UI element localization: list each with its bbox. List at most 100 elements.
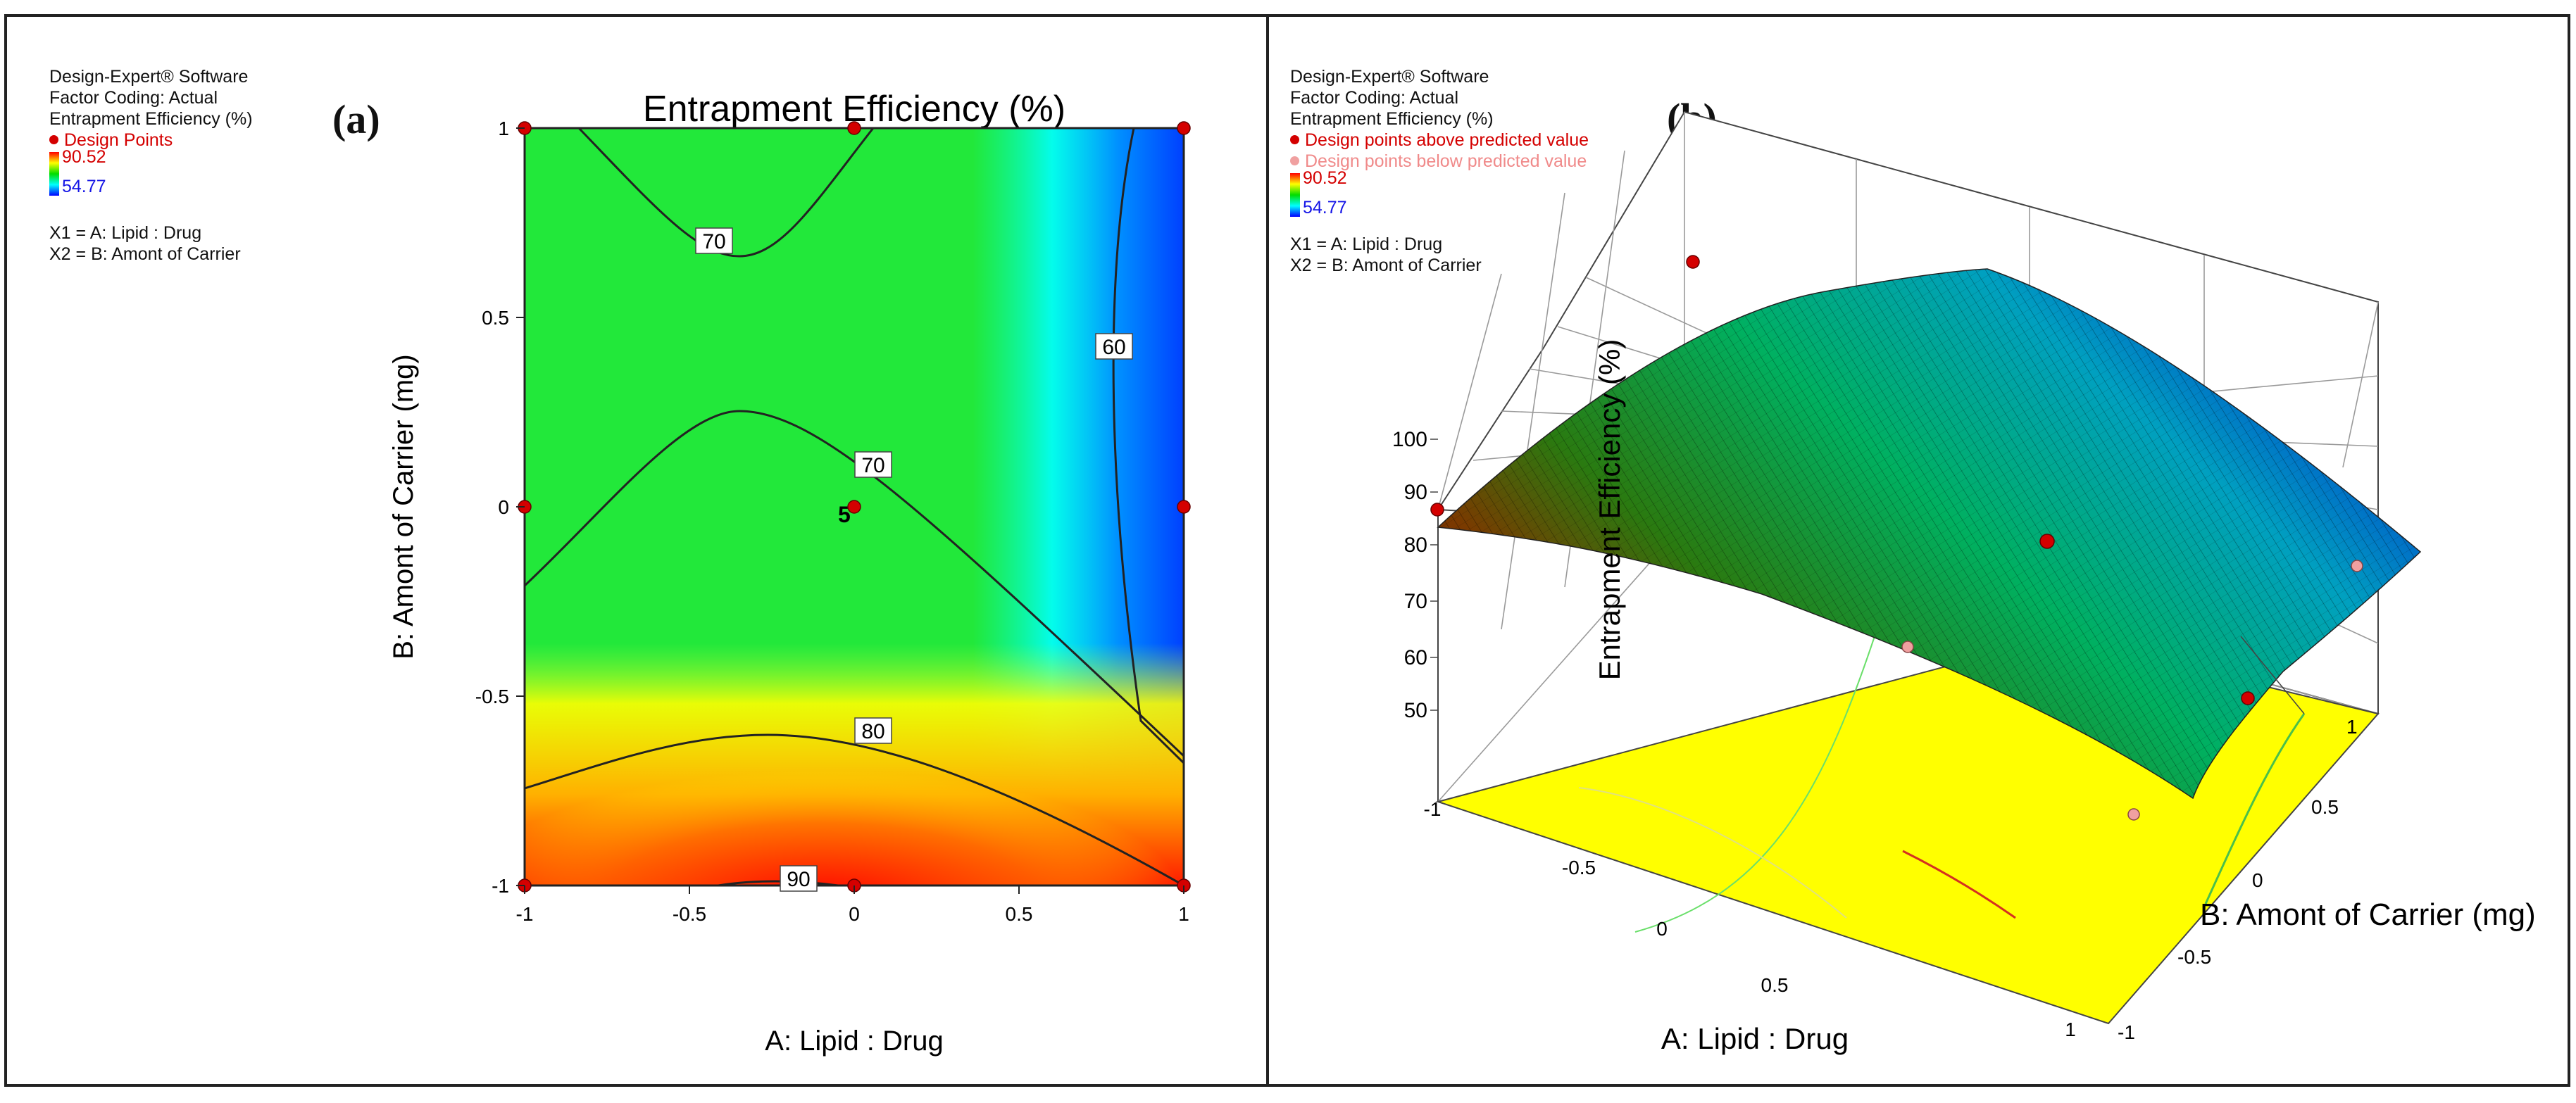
y-tick-label: 0.5 [482,307,509,329]
contour-line-70-mid [525,410,1184,757]
floor-contour-red [1902,850,2016,919]
contour-line-60 [1112,128,1184,764]
above-point-icon [1290,135,1299,144]
b-tick-label: 0 [2252,869,2263,891]
below-point-front [2127,808,2140,821]
floor-contour-2 [2204,713,2306,905]
b-axis-label: B: Amont of Carrier (mg) [2200,897,2536,932]
b-tick-label: -0.5 [2177,946,2211,968]
contour-label-70-top: 70 [702,230,725,253]
a-tick-labels: -1 -0.5 0 0.5 1 [1424,798,2076,1040]
above-points-legend: Design points above predicted value [1290,130,1589,151]
z-tick-labels: 50 60 70 80 90 100 [1392,428,1438,722]
y-tick-label: -0.5 [475,686,509,707]
y-tick-labels: -1 -0.5 0 0.5 1 [475,118,525,897]
design-point-center [2039,534,2055,549]
x-tick-label: 0.5 [1006,903,1033,925]
design-point-icon [49,135,58,144]
contour-panel: Design-Expert® Software Factor Coding: A… [4,14,1269,1087]
x-tick-labels: -1 -0.5 0 0.5 1 [516,885,1189,925]
software-label-b: Design-Expert® Software [1290,67,1489,87]
design-point-left [1430,503,1444,517]
contour-label-80: 80 [861,720,884,743]
below-point-mid [1901,641,1914,653]
contour-line-90 [718,880,839,885]
surface-panel: Design-Expert® Software Factor Coding: A… [1266,14,2570,1087]
design-points-legend: Design Points [49,130,253,151]
a-tick-label: 1 [2065,1019,2076,1040]
color-max-label: 90.52 [62,147,106,167]
design-points [518,121,1191,893]
a-axis-label: A: Lipid : Drug [1661,1022,1849,1055]
z-tick-label: 80 [1404,534,1427,557]
contour-labels: 70 70 80 90 60 [695,227,1133,892]
software-label: Design-Expert® Software [49,67,249,87]
design-point [1177,121,1191,135]
contour-label-90: 90 [787,868,810,891]
y-tick-label: 0 [498,496,509,518]
floor-contour-3 [1578,787,1847,919]
z-axis-label: Entrapment Efficiency (%) [1593,339,1626,681]
color-max-label-b: 90.52 [1303,168,1347,188]
center-replicates-label: 5 [838,502,851,527]
y-tick-label: -1 [492,875,509,897]
response-label: Entrapment Efficiency (%) [49,109,253,129]
x-tick-label: 0 [849,903,860,925]
below-points-label: Design points below predicted value [1305,151,1587,171]
z-tick-label: 50 [1404,699,1427,722]
b-tick-label: 0.5 [2311,796,2339,818]
x-axis-label-a: A: Lipid : Drug [765,1026,943,1057]
surface-plot: 50 60 70 80 90 100 -1 -0.5 0 0.5 1 -1 -0.5 0 0.5 1 En… [1392,111,2536,1055]
colorbar [49,152,59,196]
z-tick-label: 100 [1392,428,1427,451]
color-min-label-b: 54.77 [1303,198,1347,218]
factor-coding-label: Factor Coding: Actual [49,88,218,108]
colorbar-legend-b: 90.52 54.77 [1290,168,1589,218]
x2-definition: X2 = B: Amont of Carrier [49,244,241,264]
design-point [847,500,861,514]
contour-label-70-mid: 70 [861,454,884,477]
x-tick-label: 1 [1178,903,1189,925]
x1-definition-b: X1 = A: Lipid : Drug [1290,234,1443,254]
contour-line-80 [525,733,1184,885]
above-points-label: Design points above predicted value [1305,130,1589,150]
contour-line-70-top [577,128,875,258]
factor-coding-label-b: Factor Coding: Actual [1290,88,1459,108]
response-label-b: Entrapment Efficiency (%) [1290,109,1494,129]
info-block-b: Design-Expert® Software Factor Coding: A… [1290,66,1589,276]
design-points-3d [1430,255,2363,821]
x-tick-label: -1 [516,903,534,925]
x1-definition: X1 = A: Lipid : Drug [49,223,202,243]
y-tick-label: 1 [498,118,509,139]
design-point [847,121,861,135]
contour-fill-red [525,650,1184,885]
panel-label-a: (a) [332,96,380,142]
design-point [1177,500,1191,514]
y-axis-label-a: B: Amont of Carrier (mg) [388,354,419,659]
x2-definition-b: X2 = B: Amont of Carrier [1290,256,1482,275]
a-tick-label: 0 [1656,918,1668,940]
z-tick-label: 70 [1404,590,1427,613]
a-tick-label: -0.5 [1562,857,1596,878]
color-min-label: 54.77 [62,177,106,196]
surface-mesh [1438,269,2420,798]
contour-label-60: 60 [1102,336,1125,359]
below-points-legend: Design points below predicted value [1290,151,1589,172]
floor-contour-1 [1634,636,1875,933]
colorbar-b [1290,173,1300,217]
design-points-label: Design Points [64,130,173,150]
below-point-right [2351,560,2363,572]
design-point-right-low [2241,691,2255,705]
below-point-icon [1290,156,1299,165]
a-tick-label: 0.5 [1761,974,1789,996]
info-block-a: Design-Expert® Software Factor Coding: A… [49,66,253,265]
z-tick-label: 60 [1404,646,1427,669]
b-tick-labels: -1 -0.5 0 0.5 1 [2118,716,2358,1043]
contour-plot: Entrapment Efficiency (%) 70 70 80 90 60 [388,89,1191,1057]
z-tick-label: 90 [1404,481,1427,504]
colorbar-legend: 90.52 54.77 [49,147,253,197]
b-tick-label: 1 [2346,716,2358,738]
a-tick-label: -1 [1424,798,1442,820]
b-tick-label: -1 [2118,1021,2135,1043]
x-tick-label: -0.5 [673,903,706,925]
